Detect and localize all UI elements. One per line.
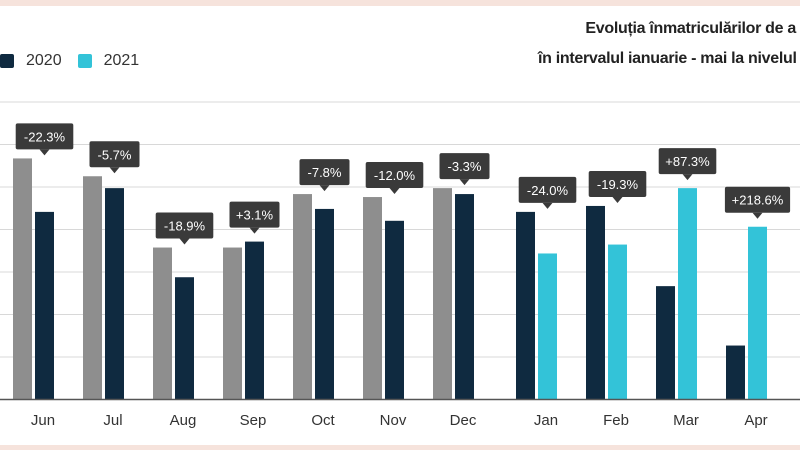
bar-sep-prev — [223, 247, 242, 399]
data-label-box-jul — [89, 141, 140, 168]
x-tick-label-jan: Jan — [534, 412, 558, 429]
bar-nov-prev — [363, 197, 382, 399]
data-label-oct: -7.8% — [308, 165, 342, 180]
data-label-pointer-nov — [389, 188, 400, 195]
bar-sep-2020 — [245, 241, 264, 399]
bar-mar-2021 — [678, 188, 697, 399]
data-label-nov: -12.0% — [374, 168, 416, 183]
x-tick-label-sep: Sep — [240, 412, 267, 429]
bar-jul-2020 — [105, 188, 124, 399]
data-label-pointer-jan — [542, 202, 553, 209]
bar-dec-2020 — [455, 194, 474, 399]
data-label-jun: -22.3% — [24, 129, 66, 144]
legend-item-2021: 2021 — [77, 52, 140, 70]
data-label-jul: -5.7% — [98, 147, 132, 162]
x-tick-label-jul: Jul — [103, 412, 122, 429]
bar-jul-prev — [83, 176, 102, 399]
data-label-pointer-oct — [319, 185, 330, 192]
bottom-rule — [0, 445, 800, 450]
bar-feb-2021 — [608, 244, 627, 399]
bar-aug-prev — [153, 247, 172, 399]
data-label-box-oct — [299, 159, 350, 186]
legend: 2020 2021 — [0, 50, 155, 72]
x-tick-label-oct: Oct — [311, 412, 335, 429]
x-tick-label-dec: Dec — [450, 412, 477, 429]
chart-title-line-1: Evoluția înmatriculărilor de a — [585, 20, 796, 37]
data-label-pointer-mar — [682, 174, 693, 181]
x-tick-label-aug: Aug — [170, 412, 197, 429]
x-tick-label-mar: Mar — [673, 412, 699, 429]
legend-item-2020: 2020 — [0, 52, 62, 70]
chart-title-line-2: în intervalul ianuarie - mai la nivelul … — [537, 50, 800, 67]
data-label-jan: -24.0% — [527, 183, 569, 198]
legend-swatch-2021 — [77, 54, 92, 68]
bar-oct-prev — [293, 194, 312, 399]
data-label-box-dec — [439, 153, 490, 180]
x-tick-label-jun: Jun — [31, 412, 55, 429]
data-label-mar: +87.3% — [665, 154, 710, 169]
x-tick-label-nov: Nov — [380, 412, 407, 429]
data-label-pointer-dec — [459, 179, 470, 186]
bar-aug-2020 — [175, 277, 194, 399]
data-label-pointer-sep — [249, 227, 260, 234]
bar-jun-prev — [13, 158, 32, 399]
data-label-sep: +3.1% — [236, 208, 274, 223]
legend-swatch-2020 — [0, 54, 14, 68]
data-label-feb: -19.3% — [597, 177, 639, 192]
bar-jan-2021 — [538, 253, 557, 399]
data-label-pointer-apr — [752, 212, 763, 219]
top-rule — [0, 0, 800, 6]
data-label-pointer-jul — [109, 167, 120, 174]
data-label-pointer-feb — [612, 196, 623, 203]
bar-jun-2020 — [35, 211, 54, 399]
data-label-pointer-aug — [179, 238, 190, 245]
bar-mar-2020 — [656, 286, 675, 399]
bar-apr-2020 — [726, 345, 745, 399]
bar-apr-2021 — [748, 226, 767, 399]
legend-label-2020: 2020 — [26, 52, 62, 69]
data-label-box-jan — [518, 176, 577, 203]
data-label-apr: +218.6% — [732, 193, 784, 208]
data-label-box-aug — [155, 212, 214, 239]
legend-label-2021: 2021 — [103, 52, 140, 69]
x-tick-label-feb: Feb — [603, 412, 629, 429]
data-label-box-sep — [229, 201, 280, 228]
data-label-box-feb — [588, 170, 647, 197]
bar-oct-2020 — [315, 208, 334, 399]
bar-feb-2020 — [586, 205, 605, 399]
data-label-dec: -3.3% — [448, 159, 482, 174]
data-label-box-apr — [724, 186, 791, 213]
data-label-box-nov — [365, 162, 424, 189]
data-label-box-mar — [658, 148, 717, 175]
bar-nov-2020 — [385, 220, 404, 399]
data-label-box-jun — [15, 123, 74, 150]
bar-dec-prev — [433, 188, 452, 399]
data-label-aug: -18.9% — [164, 219, 206, 234]
bar-jan-2020 — [516, 211, 535, 399]
data-label-pointer-jun — [39, 149, 50, 156]
x-tick-label-apr: Apr — [744, 412, 767, 429]
